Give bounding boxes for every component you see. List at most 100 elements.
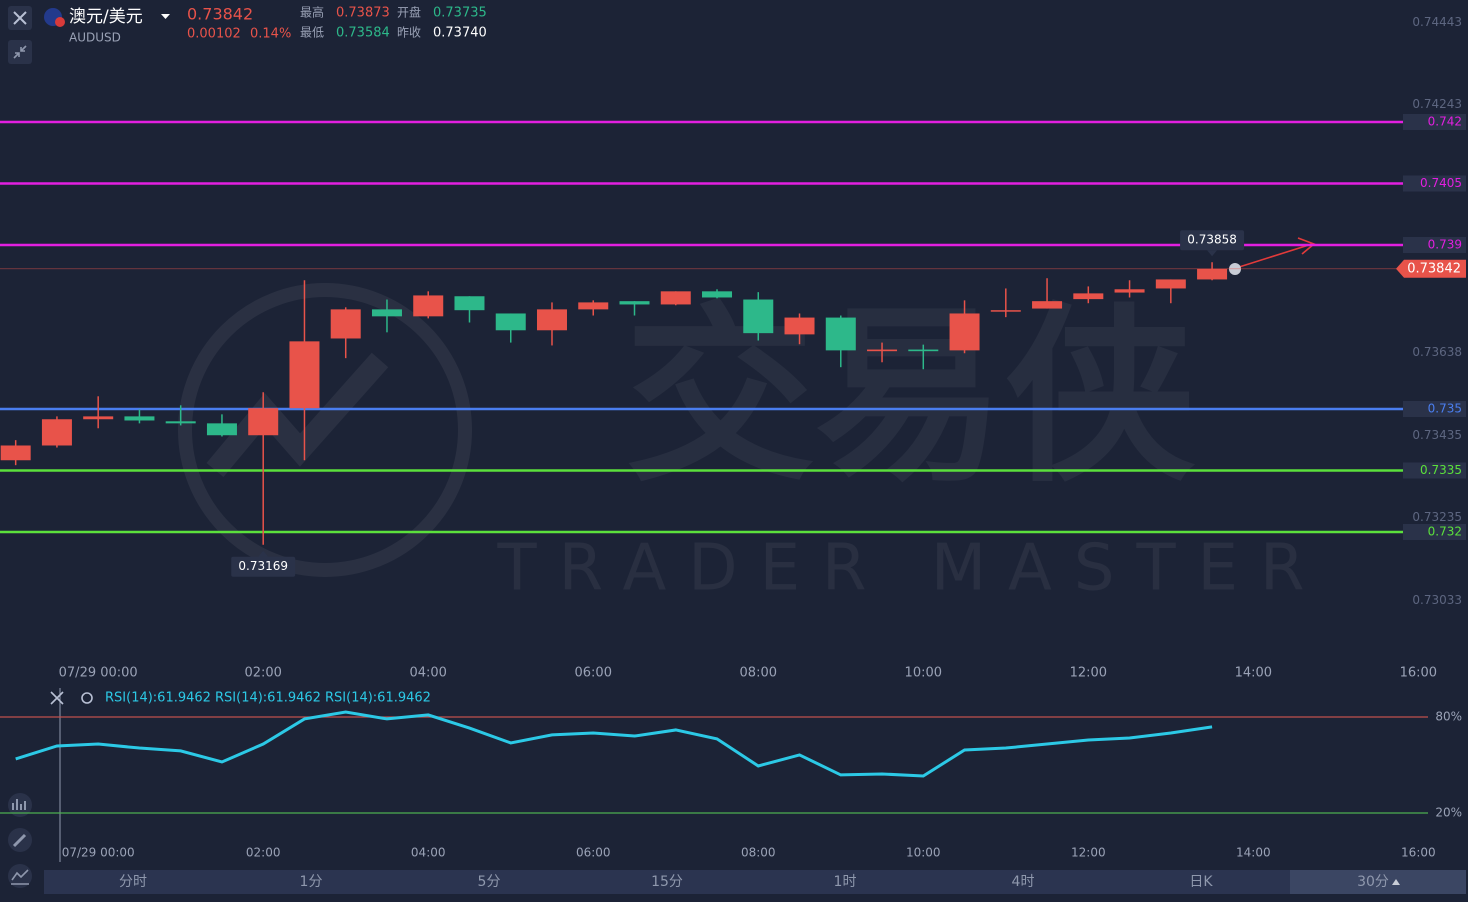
x-tick-label: 10:00: [905, 666, 942, 681]
x-tick-label: 02:00: [246, 846, 281, 860]
price-tag: [1396, 259, 1466, 278]
stat-label: 最高: [300, 5, 324, 20]
dropdown-arrow[interactable]: [161, 14, 170, 19]
tab[interactable]: 1分: [300, 874, 323, 890]
candle-body: [289, 341, 320, 409]
tool-icon: [12, 799, 26, 810]
y-tick-label: 80%: [1435, 710, 1462, 724]
low-label: 0.73169: [238, 559, 288, 573]
x-tick-label: 06:00: [576, 846, 611, 860]
watermark-text: TRADER MASTER: [497, 532, 1327, 606]
candle-body: [702, 291, 733, 298]
candle-body: [330, 309, 361, 339]
x-tick-label: 02:00: [244, 666, 281, 681]
candle-body: [743, 299, 774, 334]
candle-body: [83, 416, 114, 420]
x-tick-label: 04:00: [409, 666, 446, 681]
candle-body: [660, 291, 691, 305]
candle-body: [1197, 268, 1228, 280]
low-tag: [231, 556, 296, 577]
tool-icon: [12, 833, 27, 848]
x-tick-label: 07/29 00:00: [62, 846, 135, 860]
flag-icon-us: [55, 17, 65, 27]
price-change-pct: 0.14%: [250, 27, 291, 42]
tab[interactable]: 5分: [478, 874, 501, 890]
candle-body: [578, 302, 609, 310]
watermark-mark: [206, 352, 389, 478]
candle-body: [949, 313, 980, 351]
price-change: 0.00102: [187, 27, 241, 42]
stat-value: 0.73735: [433, 6, 487, 21]
x-tick-label: 07/29 00:00: [59, 666, 138, 681]
stat-label: 最低: [300, 26, 324, 40]
level-label: 0.7335: [1420, 463, 1462, 477]
stat-value: 0.73873: [336, 6, 390, 21]
x-tick-label: 10:00: [906, 846, 941, 860]
y-tick-label: 20%: [1435, 806, 1462, 820]
symbol-title[interactable]: 澳元/美元: [69, 7, 143, 27]
level-tag: [1403, 524, 1466, 540]
watermark: [178, 283, 472, 577]
indicator-settings[interactable]: [81, 692, 93, 704]
stat-label: 昨收: [397, 26, 421, 40]
trend-arrow: [1235, 237, 1316, 269]
level-label: 0.739: [1428, 238, 1462, 252]
y-tick-label: 0.74243: [1412, 97, 1462, 111]
shrink-button[interactable]: [8, 40, 32, 64]
level-tag: [1403, 175, 1466, 192]
candle-body: [1155, 279, 1186, 289]
tab[interactable]: 4时: [1012, 874, 1035, 890]
level-tag: [1403, 401, 1466, 417]
stat-value: 0.73584: [336, 26, 390, 41]
candle-body: [619, 301, 650, 305]
x-tick-label: 16:00: [1400, 666, 1437, 681]
tab[interactable]: 30分: [1357, 874, 1389, 890]
x-tick-label: 08:00: [740, 666, 777, 681]
candle-body: [908, 349, 939, 352]
candle-body: [413, 295, 444, 317]
indicator-close[interactable]: [50, 691, 64, 705]
watermark-logo: 交易侠: [625, 286, 1196, 507]
candle-body: [1114, 289, 1145, 293]
tab[interactable]: 分时: [119, 874, 147, 890]
tab[interactable]: 15分: [651, 874, 683, 890]
y-tick-label: 0.73033: [1412, 593, 1462, 607]
watermark-ring: [178, 283, 472, 577]
candle-body: [1032, 301, 1063, 309]
x-tick-label: 08:00: [741, 846, 776, 860]
x-tick-label: 14:00: [1236, 846, 1271, 860]
current-price: 0.73842: [187, 5, 253, 24]
level-tag: [1403, 462, 1466, 479]
tab-arrow: [1392, 879, 1400, 885]
symbol-code: AUDUSD: [69, 31, 121, 45]
x-tick-label: 12:00: [1071, 846, 1106, 860]
tab[interactable]: 1时: [834, 874, 857, 890]
x-tick-label: 06:00: [575, 666, 612, 681]
candle-body: [248, 408, 279, 436]
shrink-icon: [13, 45, 27, 59]
x-tick-label: 14:00: [1235, 666, 1272, 681]
candle-body: [1073, 293, 1104, 300]
tab-selected[interactable]: [1290, 870, 1466, 894]
candle-body: [495, 313, 526, 331]
level-tag: [1403, 237, 1466, 253]
level-label: 0.742: [1428, 115, 1462, 129]
rsi-legend: RSI(14):61.9462: [325, 691, 431, 706]
y-tick-label: 0.73435: [1412, 428, 1462, 442]
low-tag-pointer: [258, 550, 269, 557]
rsi-legend: RSI(14):61.9462: [215, 691, 321, 706]
high-tag-pointer: [1207, 250, 1218, 257]
close-icon: [13, 11, 27, 25]
candle-body: [41, 419, 72, 446]
level-label: 0.7405: [1420, 176, 1462, 190]
candle-body: [165, 421, 196, 424]
level-label: 0.735: [1428, 402, 1462, 416]
tab[interactable]: 日K: [1189, 874, 1213, 890]
candle-body: [124, 416, 155, 421]
level-tag: [1403, 114, 1466, 130]
y-tick-label: 0.74443: [1412, 15, 1462, 29]
candle-body: [371, 309, 402, 317]
candle-body: [206, 423, 237, 436]
stat-value: 0.73740: [433, 26, 487, 41]
y-tick-label: 0.73638: [1412, 345, 1462, 359]
